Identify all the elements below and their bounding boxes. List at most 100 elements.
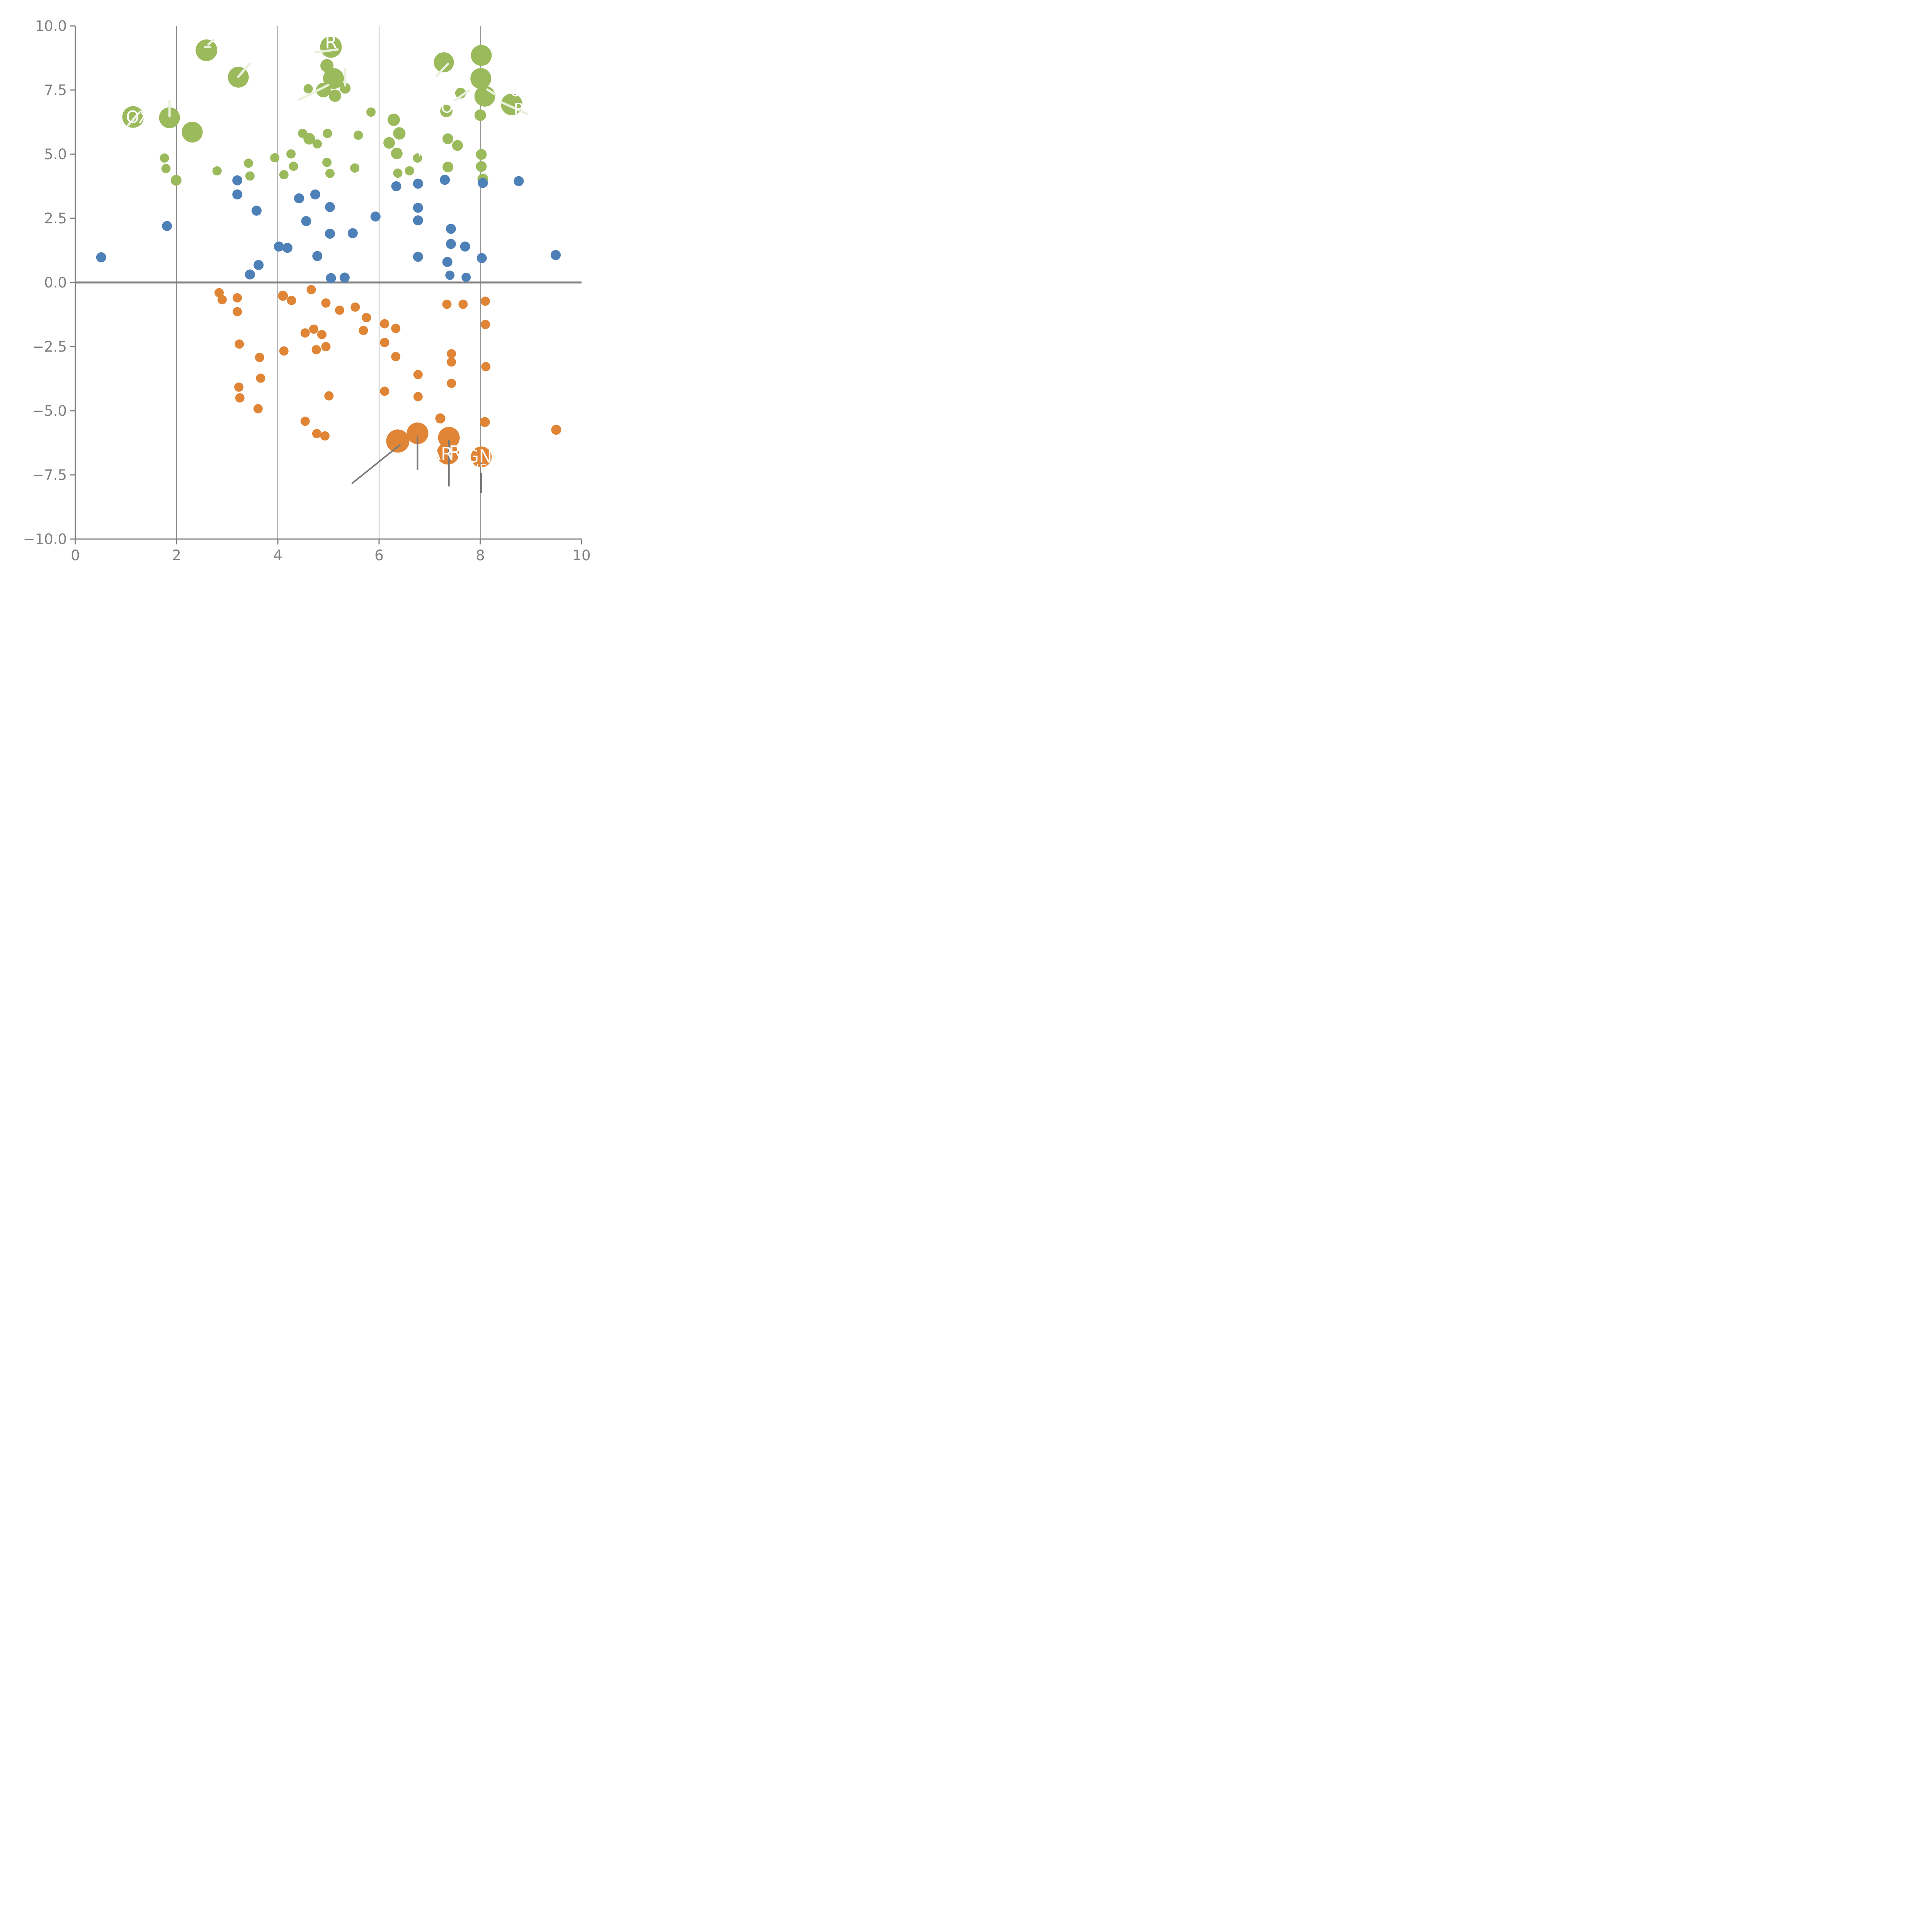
data-point-green-class xyxy=(470,68,492,89)
data-point-green-class xyxy=(303,84,313,94)
data-point-green-class xyxy=(471,45,492,66)
gray-leader-line xyxy=(351,444,401,485)
pale-leader-line xyxy=(486,88,497,96)
pale-leader-line xyxy=(454,89,470,102)
data-point-orange-class xyxy=(311,345,321,354)
data-point-orange-class xyxy=(442,299,452,309)
y-tick-label: −10.0 xyxy=(23,531,67,548)
data-point-orange-class xyxy=(317,330,327,339)
scatter-plot-figure: 10.0 7.5 5.0 2.5 0.0 −2.5 −5.0 −7.5 −10.0 0 2 4 6 8 10… xyxy=(0,0,599,599)
data-point-green-class xyxy=(474,85,495,107)
data-point-orange-class xyxy=(380,386,389,396)
data-point-blue-class xyxy=(476,253,487,263)
data-point-green-class xyxy=(350,163,360,173)
data-point-green-class xyxy=(170,175,182,186)
data-point-orange-class xyxy=(235,339,244,349)
data-point-orange-class xyxy=(256,373,265,383)
data-point-orange-class xyxy=(413,392,423,401)
data-point-green-class xyxy=(340,83,351,94)
data-point-green-class xyxy=(442,133,454,145)
data-point-blue-class xyxy=(162,221,172,231)
data-point-green-class xyxy=(442,162,454,173)
pale-leader-line xyxy=(127,111,141,127)
bubble-label-fragment: P xyxy=(514,100,523,118)
data-point-green-class xyxy=(325,168,335,178)
data-point-orange-class xyxy=(312,429,321,439)
data-point-orange-class xyxy=(447,349,456,359)
data-point-green-class xyxy=(476,149,487,160)
data-point-blue-class xyxy=(413,202,423,213)
data-point-blue-class xyxy=(460,242,470,252)
data-point-green-class xyxy=(244,158,253,168)
data-point-blue-class xyxy=(245,269,255,280)
data-point-blue-class xyxy=(413,252,423,262)
data-point-green-class xyxy=(323,68,344,89)
pale-leader-line xyxy=(315,48,339,54)
data-point-green-class xyxy=(476,161,487,172)
data-point-orange-class xyxy=(481,320,490,329)
data-point-orange-class xyxy=(481,362,491,371)
x-tick-label: 10 xyxy=(572,547,590,564)
data-point-orange-class xyxy=(350,302,360,312)
data-point-blue-class xyxy=(446,239,456,249)
data-point-orange-class xyxy=(214,288,224,298)
data-point-orange-class xyxy=(391,352,401,361)
data-point-blue-class xyxy=(413,215,423,226)
data-point-blue-class xyxy=(294,193,304,204)
plot-background xyxy=(0,0,599,599)
data-point-orange-class xyxy=(287,296,296,305)
data-point-orange-class xyxy=(391,323,401,333)
data-point-blue-class xyxy=(274,242,284,252)
data-point-orange-class xyxy=(233,307,242,316)
data-point-blue-class xyxy=(347,228,358,238)
data-point-orange-class xyxy=(362,313,371,322)
data-point-blue-class xyxy=(326,273,336,283)
data-point-orange-class xyxy=(321,298,331,308)
data-point-green-class xyxy=(320,36,342,58)
scatter-plot-canvas: 10.0 7.5 5.0 2.5 0.0 −2.5 −5.0 −7.5 −10.00 2 4 6 8 10… xyxy=(0,0,599,599)
bubble-label-fragment: NE xyxy=(470,461,487,476)
data-point-green-class xyxy=(393,127,406,140)
data-point-green-class xyxy=(405,166,414,176)
x-tick-label: 0 xyxy=(71,547,80,564)
bubble-label-fragment: R xyxy=(443,145,454,163)
data-point-orange-class xyxy=(406,422,429,444)
data-point-green-class xyxy=(196,39,218,61)
data-point-orange-class xyxy=(551,425,561,435)
data-point-blue-class xyxy=(461,272,471,282)
data-point-green-class xyxy=(434,52,454,73)
y-tick-label: 2.5 xyxy=(44,210,67,227)
data-point-blue-class xyxy=(232,175,243,185)
x-tick-label: 4 xyxy=(273,547,282,564)
data-point-green-class xyxy=(122,106,144,128)
data-point-green-class xyxy=(289,162,298,171)
data-point-orange-class xyxy=(234,382,244,392)
data-point-blue-class xyxy=(551,250,561,260)
data-point-green-class xyxy=(161,164,171,173)
data-point-orange-class xyxy=(335,305,344,315)
x-tick-label: 6 xyxy=(374,547,384,564)
data-point-orange-class xyxy=(278,291,288,301)
y-tick-label: 0.0 xyxy=(44,274,67,291)
pale-leader-line xyxy=(500,101,528,115)
data-point-blue-class xyxy=(370,211,381,222)
data-point-blue-class xyxy=(325,228,335,239)
data-point-green-class xyxy=(303,133,315,145)
data-point-blue-class xyxy=(445,270,455,280)
data-point-blue-class xyxy=(253,260,264,270)
data-point-green-class xyxy=(160,153,169,163)
data-point-green-class xyxy=(159,107,180,128)
data-point-green-class xyxy=(322,158,332,167)
data-point-blue-class xyxy=(440,175,450,185)
x-tick-label: 2 xyxy=(172,547,181,564)
data-point-green-class xyxy=(354,130,363,140)
x-tick-label: 8 xyxy=(476,547,485,564)
data-point-blue-class xyxy=(301,216,311,226)
data-point-orange-class xyxy=(217,295,227,304)
data-point-blue-class xyxy=(96,252,106,262)
data-point-orange-class xyxy=(447,378,456,388)
bubble-label-fragment: O xyxy=(441,99,453,116)
data-point-green-class xyxy=(279,170,289,180)
data-point-orange-class xyxy=(380,338,389,347)
data-point-orange-class xyxy=(471,446,492,468)
